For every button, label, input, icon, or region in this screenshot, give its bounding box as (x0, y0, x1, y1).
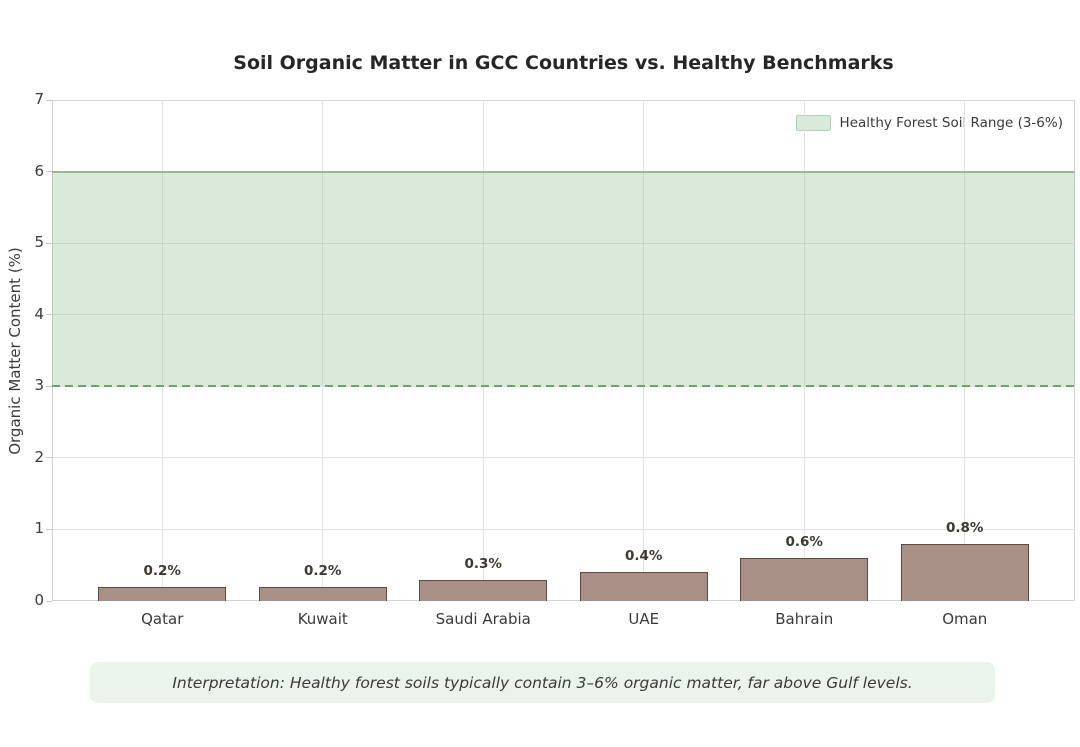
y-tick-mark (46, 314, 52, 316)
bar-qatar (98, 586, 227, 601)
y-tick-label: 6 (34, 161, 44, 180)
chart-title: Soil Organic Matter in GCC Countries vs.… (233, 52, 894, 74)
bar-value-label: 0.2% (304, 562, 342, 579)
gridline-vertical (322, 100, 324, 601)
interpretation-text: Interpretation: Healthy forest soils typ… (172, 673, 913, 692)
x-tick-label: Kuwait (297, 610, 348, 628)
bar-bahrain (740, 558, 869, 601)
bar-value-label: 0.3% (464, 555, 502, 572)
y-tick-mark (46, 171, 52, 173)
plot-area: Healthy Forest Soil Range (3-6%) 0.2% Qat… (52, 100, 1075, 628)
y-axis-label: Organic Matter Content (%) (6, 247, 24, 455)
bar-oman (900, 543, 1029, 601)
y-tick-label: 1 (34, 519, 44, 538)
bar-saudi-arabia (419, 579, 548, 601)
bar-value-label: 0.4% (625, 548, 663, 565)
interpretation-box: Interpretation: Healthy forest soils typ… (90, 662, 995, 703)
gridline-vertical (643, 100, 645, 601)
bar-value-label: 0.2% (143, 562, 181, 579)
gridline-horizontal (52, 457, 1075, 459)
gridline-horizontal (52, 314, 1075, 316)
bar-value-label: 0.6% (785, 534, 823, 551)
gridline-vertical (482, 100, 484, 601)
y-tick-label: 4 (34, 304, 44, 323)
y-tick-label: 7 (34, 90, 44, 108)
x-tick-label: UAE (628, 610, 660, 628)
healthy-range-legend-swatch (795, 115, 831, 131)
legend-label: Healthy Forest Soil Range (3-6%) (839, 115, 1063, 131)
y-tick-mark (46, 99, 52, 101)
gridline-vertical (161, 100, 163, 601)
y-tick-label: 2 (34, 447, 44, 466)
bar-uae (579, 572, 708, 601)
y-tick-label: 0 (34, 591, 44, 609)
y-tick-label: 3 (34, 376, 44, 395)
y-tick-mark (46, 242, 52, 244)
healthy-range-upper-line (52, 170, 1075, 173)
x-tick-label: Qatar (141, 610, 184, 628)
bar-kuwait (258, 586, 387, 601)
y-tick-mark (46, 457, 52, 459)
x-tick-label: Bahrain (775, 610, 834, 628)
x-tick-label: Oman (942, 610, 988, 628)
y-tick-label: 5 (34, 233, 44, 252)
gridline-vertical (964, 100, 966, 601)
healthy-range-band (52, 171, 1075, 387)
gridline-horizontal (52, 528, 1075, 530)
bar-value-label: 0.8% (946, 519, 984, 536)
legend: Healthy Forest Soil Range (3-6%) (795, 115, 1063, 131)
x-tick-label: Saudi Arabia (435, 610, 531, 628)
y-tick-mark (46, 385, 52, 387)
y-tick-mark (46, 528, 52, 530)
gridline-horizontal (52, 242, 1075, 244)
y-tick-mark (46, 600, 52, 602)
healthy-range-lower-dashed-line (52, 385, 1075, 388)
gridline-vertical (803, 100, 805, 601)
